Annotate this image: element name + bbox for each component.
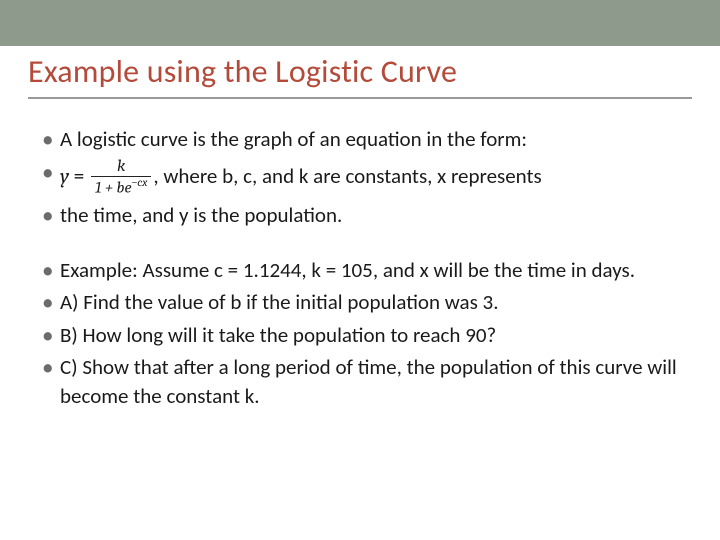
list-item: the time, and y is the population. bbox=[42, 201, 692, 230]
equation-trailing-text: , where b, c, and k are constants, x rep… bbox=[153, 162, 541, 188]
top-bar bbox=[0, 0, 720, 46]
fraction-numerator: k bbox=[91, 158, 151, 178]
list-item: C) Show that after a long period of time… bbox=[42, 353, 692, 410]
equation-lhs: y bbox=[60, 164, 69, 188]
list-item: y = k1 + be−cx, where b, c, and k are co… bbox=[42, 158, 692, 198]
denominator-exponent: −cx bbox=[131, 176, 147, 189]
list-item: Example: Assume c = 1.1244, k = 105, and… bbox=[42, 256, 692, 285]
page-title: Example using the Logistic Curve bbox=[28, 46, 692, 99]
bullet-text: Example: Assume c = 1.1244, k = 105, and… bbox=[60, 257, 635, 283]
fraction: k1 + be−cx bbox=[91, 158, 151, 198]
slide-content: Example using the Logistic Curve A logis… bbox=[0, 46, 720, 410]
equation-eq: = bbox=[69, 162, 89, 188]
bullet-text: B) How long will it take the population … bbox=[60, 322, 496, 348]
list-item: A logistic curve is the graph of an equa… bbox=[42, 125, 692, 154]
bullet-text: A logistic curve is the graph of an equa… bbox=[60, 126, 527, 152]
bullet-list: A logistic curve is the graph of an equa… bbox=[28, 125, 692, 410]
bullet-text: A) Find the value of b if the initial po… bbox=[60, 289, 499, 315]
list-item: B) How long will it take the population … bbox=[42, 321, 692, 350]
list-item: A) Find the value of b if the initial po… bbox=[42, 288, 692, 317]
denominator-prefix: 1 + b bbox=[95, 179, 124, 197]
bullet-text: the time, and y is the population. bbox=[60, 202, 342, 228]
bullet-text: C) Show that after a long period of time… bbox=[60, 354, 677, 409]
fraction-denominator: 1 + be−cx bbox=[91, 177, 151, 197]
